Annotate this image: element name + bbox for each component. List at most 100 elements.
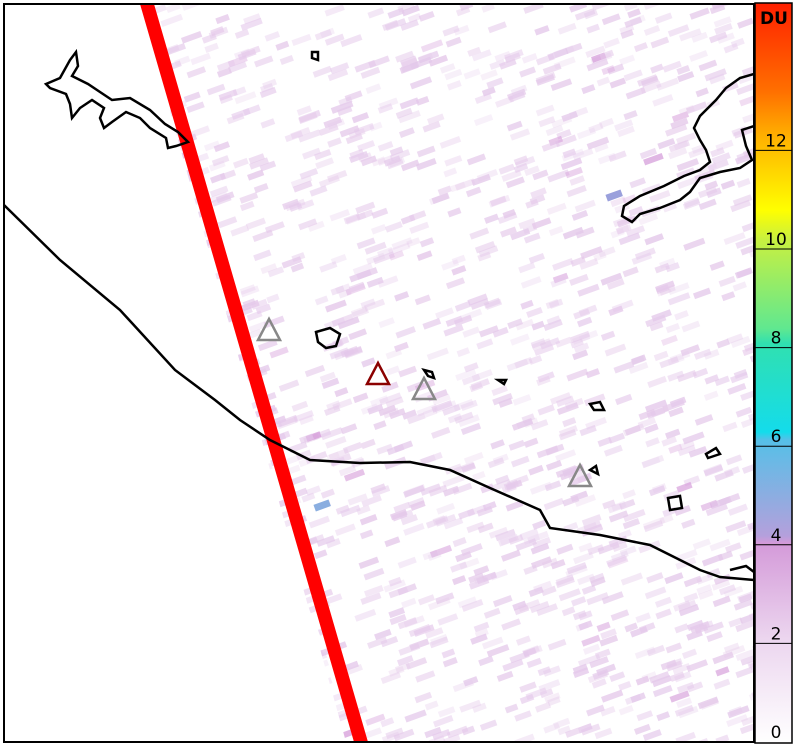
so2-pixel <box>515 538 537 552</box>
so2-pixel <box>473 621 490 633</box>
colorbar-tick-label: 0 <box>771 723 782 743</box>
so2-pixel <box>722 421 738 433</box>
so2-pixel <box>453 24 470 36</box>
so2-pixel <box>726 333 744 345</box>
so2-pixel <box>683 575 703 588</box>
so2-pixel <box>573 308 591 320</box>
so2-pixel <box>428 597 451 611</box>
so2-pixel <box>562 226 584 240</box>
so2-pixel <box>747 519 754 531</box>
so2-pixel <box>689 620 711 634</box>
so2-pixel <box>502 208 517 219</box>
so2-pixel <box>379 392 402 406</box>
so2-pixel <box>665 660 683 672</box>
so2-pixel <box>536 375 551 386</box>
so2-pixel <box>388 156 406 168</box>
so2-pixel <box>424 700 439 711</box>
so2-pixel <box>380 671 402 684</box>
so2-pixel <box>723 585 744 598</box>
so2-pixel <box>329 209 350 222</box>
so2-pixel <box>417 50 440 64</box>
so2-pixel <box>399 62 419 74</box>
so2-pixel <box>532 169 549 181</box>
so2-pixel <box>539 337 561 350</box>
so2-pixel <box>608 305 624 316</box>
so2-pixel <box>461 373 481 386</box>
so2-pixel <box>312 65 333 78</box>
so2-pixel <box>591 4 613 11</box>
so2-pixel <box>389 149 411 162</box>
so2-pixel <box>740 390 754 401</box>
so2-pixel <box>646 644 666 657</box>
so2-pixel <box>644 423 659 434</box>
so2-pixel <box>160 13 184 28</box>
so2-pixel <box>555 336 572 348</box>
so2-pixel <box>538 116 556 128</box>
so2-pixel <box>434 400 457 414</box>
so2-pixel <box>326 593 343 605</box>
so2-pixel <box>697 696 719 710</box>
so2-pixel <box>397 617 418 630</box>
island-7 <box>666 494 684 512</box>
so2-pixel <box>489 59 506 70</box>
so2-pixel <box>203 140 221 152</box>
so2-pixel <box>349 269 372 283</box>
so2-pixel <box>337 316 360 330</box>
so2-pixel <box>217 216 238 229</box>
so2-pixel <box>686 681 704 693</box>
so2-pixel <box>442 657 458 668</box>
so2-pixel <box>715 139 734 152</box>
so2-pixel <box>623 69 643 82</box>
so2-pixel <box>574 494 596 507</box>
so2-pixel <box>474 241 496 254</box>
so2-pixel <box>732 194 753 207</box>
so2-pixel <box>510 228 531 241</box>
so2-pixel <box>403 484 426 498</box>
so2-pixel <box>469 382 484 393</box>
so2-pixel <box>647 375 667 388</box>
so2-pixel <box>709 538 731 552</box>
so2-pixel <box>366 252 386 265</box>
so2-pixel <box>380 717 395 728</box>
so2-pixel <box>523 232 541 244</box>
so2-pixel <box>315 157 334 170</box>
so2-pixel <box>299 414 314 426</box>
so2-pixel <box>574 199 596 213</box>
so2-pixel <box>552 257 574 271</box>
so2-pixel <box>452 537 467 548</box>
so2-pixel <box>543 497 565 511</box>
so2-pixel <box>254 55 274 68</box>
so2-pixel <box>528 355 543 365</box>
so2-pixel <box>466 521 485 534</box>
so2-pixel <box>367 636 388 649</box>
so2-pixel <box>535 104 555 117</box>
so2-pixel <box>410 500 426 511</box>
so2-pixel <box>596 663 617 676</box>
so2-pixel <box>400 19 419 31</box>
colorbar-frame <box>754 2 793 744</box>
so2-pixel <box>559 469 577 481</box>
so2-pixel <box>520 299 534 310</box>
so2-pixel <box>681 320 701 333</box>
so2-pixel <box>597 436 613 447</box>
so2-pixel <box>736 83 754 96</box>
so2-pixel <box>519 693 535 705</box>
so2-pixel <box>539 688 554 699</box>
so2-pixel <box>715 666 730 677</box>
so2-pixel <box>650 36 670 49</box>
so2-pixel <box>319 261 338 273</box>
so2-pixel <box>416 403 438 417</box>
so2-pixel <box>747 656 754 669</box>
so2-pixel <box>586 23 600 34</box>
so2-pixel <box>443 167 458 178</box>
so2-pixel <box>233 48 251 60</box>
so2-pixel <box>742 343 754 357</box>
so2-pixel <box>555 449 577 462</box>
so2-pixel <box>655 608 672 620</box>
so2-pixel <box>348 150 369 163</box>
so2-pixel <box>398 110 421 124</box>
so2-pixel <box>343 468 366 482</box>
so2-pixel <box>725 542 742 554</box>
so2-pixel <box>676 369 697 383</box>
